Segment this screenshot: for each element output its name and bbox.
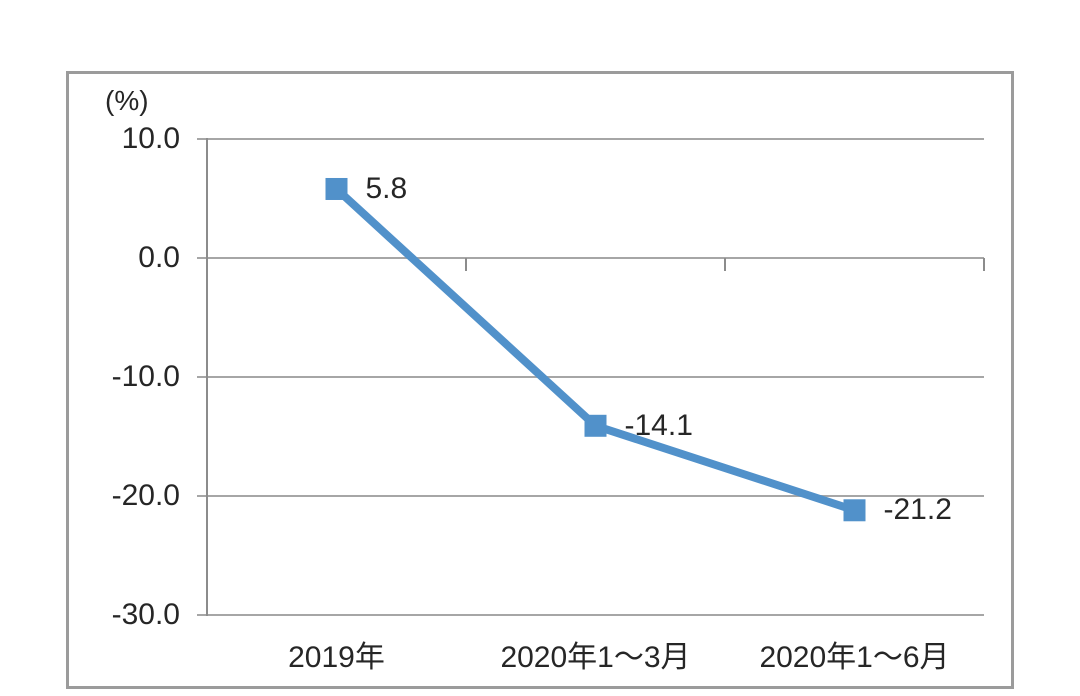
- data-point-marker: [843, 499, 866, 522]
- x-category-label: 2019年: [288, 641, 385, 674]
- y-tick-label: -30.0: [111, 598, 180, 631]
- data-point-label: -14.1: [624, 408, 693, 442]
- y-tick-label: -20.0: [111, 479, 180, 512]
- series-line: [333, 186, 856, 515]
- x-category-label: 2020年1～3月: [500, 641, 691, 674]
- data-point-marker: [584, 414, 607, 437]
- x-category-label: 2020年1～6月: [759, 641, 950, 674]
- y-axis-unit-label: (%): [105, 85, 149, 116]
- y-tick-label: -10.0: [111, 360, 180, 393]
- y-tick-label: 0.0: [138, 241, 180, 274]
- data-point-label: -21.2: [883, 493, 952, 527]
- data-point-label: 5.8: [365, 171, 408, 205]
- data-point-marker: [325, 177, 348, 200]
- y-tick-label: 10.0: [121, 122, 180, 155]
